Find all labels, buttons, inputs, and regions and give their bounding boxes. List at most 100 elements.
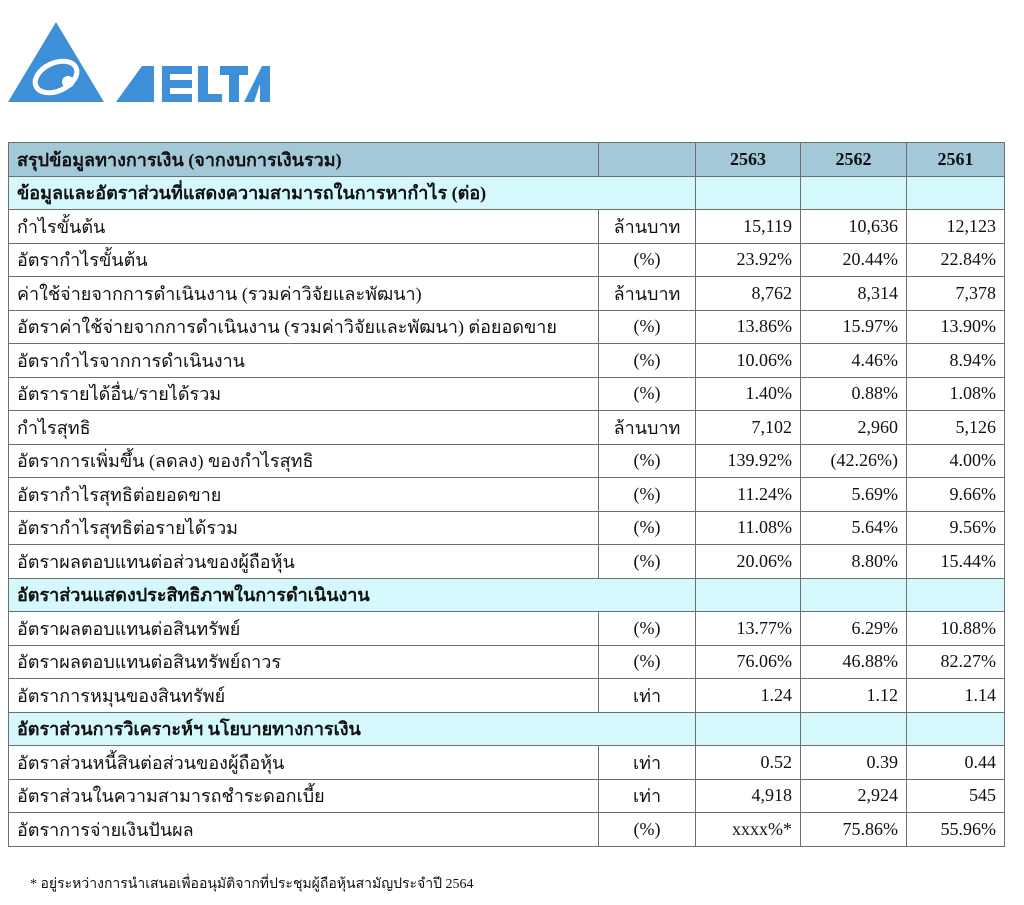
value-cell: 4.46% <box>800 343 907 378</box>
value-cell: 139.92% <box>695 443 801 478</box>
value-cell: 46.88% <box>800 644 907 679</box>
value-cell: 4.00% <box>906 443 1005 478</box>
footnote: * อยู่ระหว่างการนำเสนอเพื่ออนุมัติจากที่… <box>30 877 474 892</box>
value-cell: 2,924 <box>800 778 907 813</box>
row-unit: (%) <box>598 477 696 512</box>
table-row: อัตรากำไรสุทธิต่อรายได้รวม (%) 11.08% 5.64%… <box>8 510 1005 545</box>
row-label: อัตราการจ่ายเงินปันผล <box>8 812 599 847</box>
row-label: กำไรสุทธิ <box>8 410 599 445</box>
table-row: อัตราการหมุนของสินทรัพย์ เท่า 1.24 1.12 1.14 <box>8 678 1005 713</box>
value-cell: 76.06% <box>695 644 801 679</box>
value-cell: (42.26%) <box>800 443 907 478</box>
value-cell: 23.92% <box>695 242 801 277</box>
row-label: อัตรากำไรสุทธิต่อรายได้รวม <box>8 510 599 545</box>
value-cell: 20.44% <box>800 242 907 277</box>
row-label: อัตราส่วนในความสามารถชำระดอกเบี้ย <box>8 778 599 813</box>
value-cell: 11.08% <box>695 510 801 545</box>
value-cell: 7,102 <box>695 410 801 445</box>
row-unit: (%) <box>598 309 696 344</box>
value-cell: 0.88% <box>800 376 907 411</box>
row-unit: ล้านบาท <box>598 209 696 244</box>
value-cell: 20.06% <box>695 544 801 579</box>
row-label: อัตราค่าใช้จ่ายจากการดำเนินงาน (รวมค่าวิ… <box>8 309 599 344</box>
section-title: ข้อมูลและอัตราส่วนที่แสดงความสามารถในการ… <box>8 175 696 210</box>
empty-cell <box>800 577 907 612</box>
row-unit: (%) <box>598 611 696 646</box>
row-unit: (%) <box>598 242 696 277</box>
value-cell: 8.94% <box>906 343 1005 378</box>
section-title: อัตราส่วนแสดงประสิทธิภาพในการดำเนินงาน <box>8 577 696 612</box>
table-row: อัตราการจ่ายเงินปันผล (%) xxxx%* 75.86% 55.9… <box>8 812 1005 847</box>
value-cell: 1.14 <box>906 678 1005 713</box>
table-row: อัตราผลตอบแทนต่อสินทรัพย์ (%) 13.77% 6.29% 1… <box>8 611 1005 646</box>
value-cell: 0.52 <box>695 745 801 780</box>
value-cell: 10,636 <box>800 209 907 244</box>
value-cell: 13.86% <box>695 309 801 344</box>
row-label: อัตราผลตอบแทนต่อสินทรัพย์ <box>8 611 599 646</box>
row-unit: เท่า <box>598 678 696 713</box>
value-cell: 5.69% <box>800 477 907 512</box>
table-row: อัตรารายได้อื่น/รายได้รวม (%) 1.40% 0.88% 1.… <box>8 376 1005 411</box>
unit-header <box>598 142 696 177</box>
table-row: อัตราส่วนหนี้สินต่อส่วนของผู้ถือหุ้น เท่า… <box>8 745 1005 780</box>
value-cell: 10.88% <box>906 611 1005 646</box>
value-cell: 0.44 <box>906 745 1005 780</box>
row-label: อัตราผลตอบแทนต่อส่วนของผู้ถือหุ้น <box>8 544 599 579</box>
row-label: อัตราส่วนหนี้สินต่อส่วนของผู้ถือหุ้น <box>8 745 599 780</box>
value-cell: 11.24% <box>695 477 801 512</box>
empty-cell <box>906 175 1005 210</box>
row-label: กำไรขั้นต้น <box>8 209 599 244</box>
row-label: อัตรากำไรจากการดำเนินงาน <box>8 343 599 378</box>
row-label: อัตรากำไรสุทธิต่อยอดขาย <box>8 477 599 512</box>
table-row: อัตราผลตอบแทนต่อส่วนของผู้ถือหุ้น (%) 20.0… <box>8 544 1005 579</box>
row-unit: (%) <box>598 376 696 411</box>
table-row: อัตรากำไรจากการดำเนินงาน (%) 10.06% 4.46% 8.… <box>8 343 1005 378</box>
section-title: อัตราส่วนการวิเคราะห์ฯ นโยบายทางการเงิน <box>8 711 696 746</box>
table-row: อัตราค่าใช้จ่ายจากการดำเนินงาน (รวมค่าวิ… <box>8 309 1005 344</box>
value-cell: 15.97% <box>800 309 907 344</box>
empty-cell <box>906 577 1005 612</box>
empty-cell <box>906 711 1005 746</box>
value-cell: 4,918 <box>695 778 801 813</box>
row-unit: เท่า <box>598 745 696 780</box>
table-title: สรุปข้อมูลทางการเงิน (จากงบการเงินรวม) <box>8 142 599 177</box>
row-label: อัตราผลตอบแทนต่อสินทรัพย์ถาวร <box>8 644 599 679</box>
table-row: อัตรากำไรสุทธิต่อยอดขาย (%) 11.24% 5.69% 9.6… <box>8 477 1005 512</box>
financial-summary-table: สรุปข้อมูลทางการเงิน (จากงบการเงินรวม) 2… <box>8 142 1005 847</box>
value-cell: 75.86% <box>800 812 907 847</box>
empty-cell <box>695 175 801 210</box>
value-cell: 7,378 <box>906 276 1005 311</box>
row-unit: (%) <box>598 343 696 378</box>
empty-cell <box>695 577 801 612</box>
value-cell: 9.66% <box>906 477 1005 512</box>
table-row: อัตราส่วนในความสามารถชำระดอกเบี้ย เท่า 4,9… <box>8 778 1005 813</box>
value-cell: 13.77% <box>695 611 801 646</box>
value-cell: 545 <box>906 778 1005 813</box>
row-unit: (%) <box>598 644 696 679</box>
value-cell: 2,960 <box>800 410 907 445</box>
table-row: ค่าใช้จ่ายจากการดำเนินงาน (รวมค่าวิจัยแล… <box>8 276 1005 311</box>
empty-cell <box>695 711 801 746</box>
value-cell: 13.90% <box>906 309 1005 344</box>
empty-cell <box>800 175 907 210</box>
section-header-row: ข้อมูลและอัตราส่วนที่แสดงความสามารถในการ… <box>8 175 1005 210</box>
row-unit: เท่า <box>598 778 696 813</box>
value-cell: 55.96% <box>906 812 1005 847</box>
table-row: กำไรสุทธิ ล้านบาท 7,102 2,960 5,126 <box>8 410 1005 445</box>
year-header: 2563 <box>695 142 801 177</box>
value-cell: 8,314 <box>800 276 907 311</box>
value-cell: 1.12 <box>800 678 907 713</box>
row-label: ค่าใช้จ่ายจากการดำเนินงาน (รวมค่าวิจัยแล… <box>8 276 599 311</box>
year-header: 2561 <box>906 142 1005 177</box>
year-header: 2562 <box>800 142 907 177</box>
value-cell: 1.24 <box>695 678 801 713</box>
value-cell: 8.80% <box>800 544 907 579</box>
section-header-row: อัตราส่วนแสดงประสิทธิภาพในการดำเนินงาน <box>8 577 1005 612</box>
row-unit: (%) <box>598 510 696 545</box>
value-cell: 6.29% <box>800 611 907 646</box>
value-cell: 12,123 <box>906 209 1005 244</box>
empty-cell <box>800 711 907 746</box>
table-header-row: สรุปข้อมูลทางการเงิน (จากงบการเงินรวม) 2… <box>8 142 1005 177</box>
value-cell: 22.84% <box>906 242 1005 277</box>
value-cell: 15.44% <box>906 544 1005 579</box>
